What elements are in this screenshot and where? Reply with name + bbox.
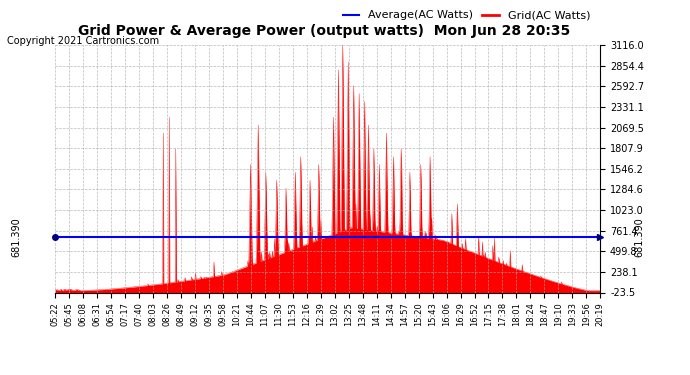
Text: Copyright 2021 Cartronics.com: Copyright 2021 Cartronics.com [7, 36, 159, 46]
Text: 681.390: 681.390 [634, 217, 644, 257]
Legend: Average(AC Watts), Grid(AC Watts): Average(AC Watts), Grid(AC Watts) [338, 6, 595, 25]
Text: 681.390: 681.390 [11, 217, 21, 257]
Text: Grid Power & Average Power (output watts)  Mon Jun 28 20:35: Grid Power & Average Power (output watts… [78, 24, 571, 38]
